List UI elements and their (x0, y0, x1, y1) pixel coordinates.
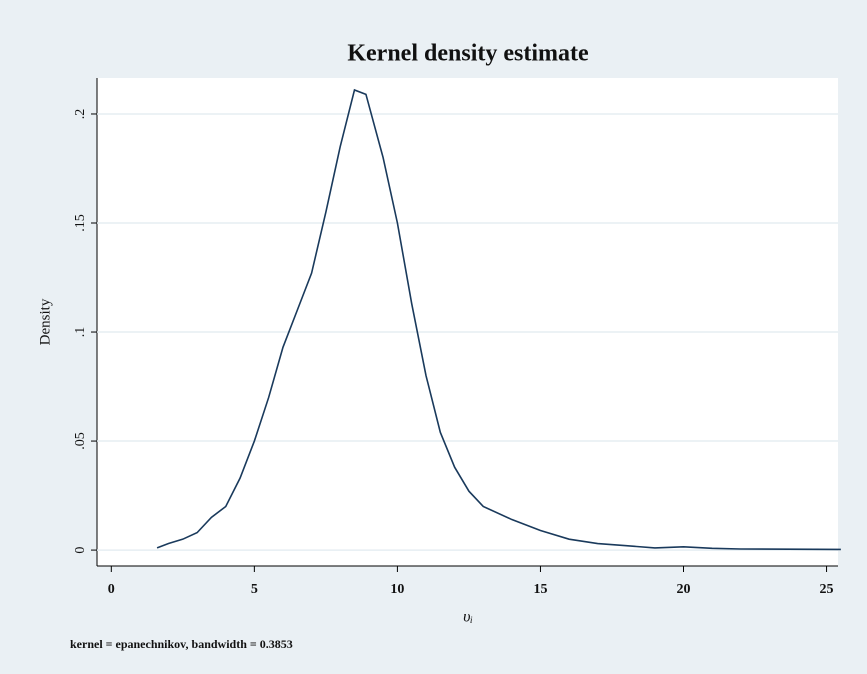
x-tick-label: 10 (390, 582, 404, 597)
x-tick-label: 20 (677, 582, 691, 597)
x-axis-label: υᵢ (463, 609, 473, 626)
chart-title: Kernel density estimate (347, 41, 589, 67)
x-tick-label: 5 (251, 582, 258, 597)
y-tick-label: .1 (73, 327, 88, 338)
y-tick-label: 0 (73, 547, 88, 554)
x-tick-label: 15 (533, 582, 547, 597)
density-line (156, 88, 841, 551)
note: kernel = epanechnikov, bandwidth = 0.385… (70, 637, 293, 651)
y-tick-label: .2 (73, 109, 88, 120)
y-tick-label: .05 (73, 432, 88, 450)
x-tick-label: 0 (108, 582, 115, 597)
y-tick-label: .15 (73, 214, 88, 232)
y-axis-label: Density (37, 298, 53, 345)
plot-area (97, 78, 838, 566)
x-tick-label: 25 (820, 582, 834, 597)
